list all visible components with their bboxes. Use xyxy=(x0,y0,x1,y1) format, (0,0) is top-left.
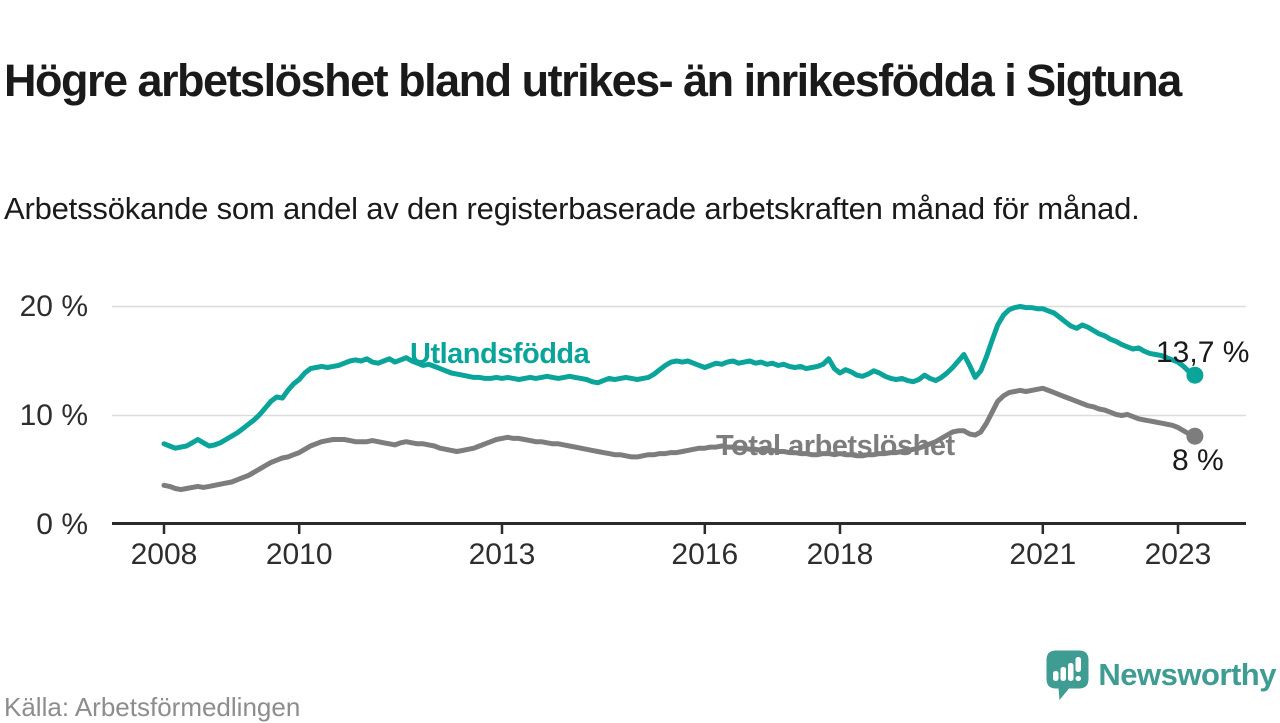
series-line-0 xyxy=(161,304,1198,451)
x-tick-label: 2018 xyxy=(806,538,874,571)
y-tick-label: 0 % xyxy=(36,507,88,541)
series-end-dot-0 xyxy=(1186,366,1204,384)
x-tick-label: 2016 xyxy=(671,538,739,571)
x-tick-label: 2013 xyxy=(468,538,536,571)
x-tick-label: 2010 xyxy=(265,538,333,571)
y-tick-label: 20 % xyxy=(19,289,88,323)
newsworthy-wordmark: Newsworthy xyxy=(1098,657,1276,692)
series-label-utlandsfodda: Utlandsfödda xyxy=(410,338,590,370)
x-tick-label: 2021 xyxy=(1009,538,1077,571)
end-value-label-total-arbetsloshet: 8 % xyxy=(1172,444,1224,477)
series-label-total-arbetsloshet: Total arbetslöshet xyxy=(716,430,955,462)
page-title: Högre arbetslöshet bland utrikes- än inr… xyxy=(4,55,1182,107)
y-tick-label: 10 % xyxy=(19,398,88,432)
x-tick-label: 2008 xyxy=(130,538,198,571)
x-tick-label: 2023 xyxy=(1144,538,1212,571)
end-value-label-utlandsfodda: 13,7 % xyxy=(1156,336,1250,369)
source-note: Källa: Arbetsförmedlingen xyxy=(4,692,301,722)
series-end-dot-1 xyxy=(1186,427,1204,445)
page-subtitle: Arbetssökande som andel av den registerb… xyxy=(4,191,1140,226)
newsworthy-bubble-chart-icon xyxy=(1046,650,1089,701)
series-line-1 xyxy=(161,385,1198,493)
newsworthy-logo: Newsworthy xyxy=(1046,648,1276,702)
